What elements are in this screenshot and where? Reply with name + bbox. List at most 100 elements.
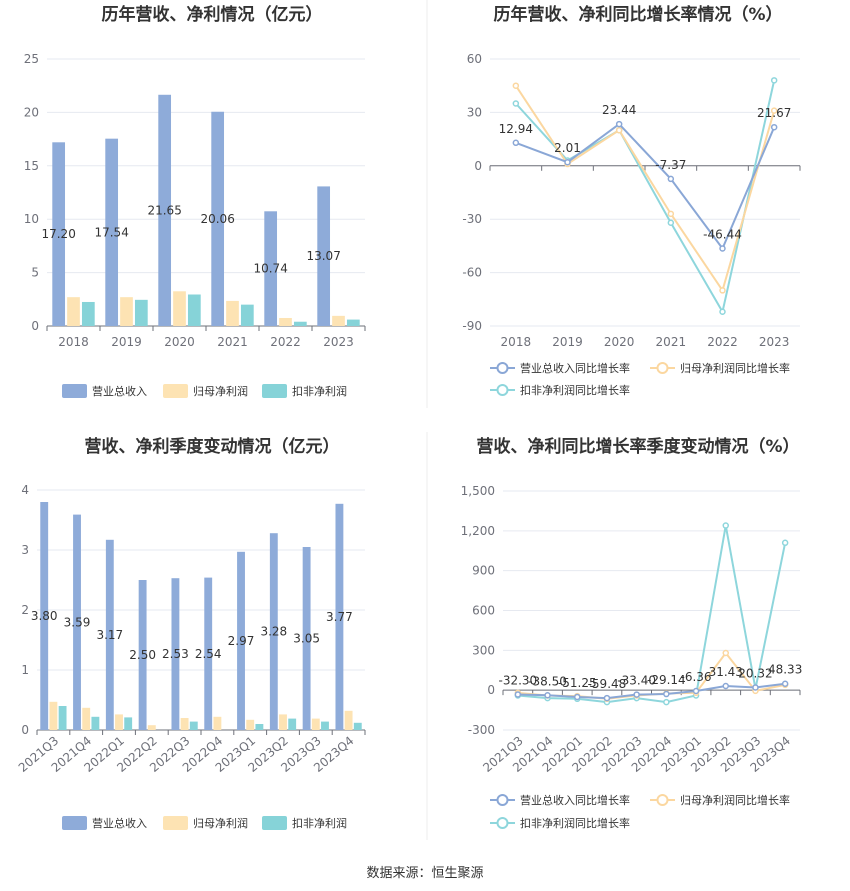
bar-1 (49, 701, 58, 730)
line-data-label: -6.36 (681, 670, 712, 684)
y-tick-label: 4 (21, 483, 29, 497)
data-point-1 (719, 287, 726, 294)
x-tick-label: 2020 (604, 335, 635, 349)
bar-1 (246, 719, 255, 730)
line-data-label: 21.67 (757, 106, 791, 120)
bar-0 (73, 514, 81, 730)
bar-1 (147, 725, 156, 730)
bar-2 (91, 716, 100, 730)
y-tick-label: -90 (462, 319, 482, 333)
series-line-2 (515, 80, 776, 315)
data-point-0 (615, 120, 623, 128)
x-tick-label: 2022 (270, 335, 301, 349)
y-tick-label: -60 (462, 266, 482, 280)
bar-data-label: 3.28 (260, 625, 287, 639)
bar-data-label: 20.06 (200, 212, 234, 226)
y-tick-label: 1 (21, 663, 29, 677)
x-tick-label: 2019 (552, 335, 583, 349)
x-tick-label: 2023 (759, 335, 790, 349)
legend-swatch (62, 816, 87, 830)
bar-0 (237, 551, 245, 730)
legend-label: 营业总收入 (92, 384, 147, 398)
x-tick-label: 2021 (217, 335, 248, 349)
bar-0 (105, 539, 114, 730)
y-tick-label: 0 (487, 683, 495, 697)
series-line-1 (514, 85, 776, 293)
legend-label: 营业总收入同比增长率 (520, 793, 630, 807)
y-tick-label: 0 (474, 159, 482, 173)
line-data-label: 2.01 (554, 141, 581, 155)
y-tick-label: 3 (21, 543, 29, 557)
bar-1 (213, 716, 222, 730)
bar-data-label: 3.05 (293, 632, 320, 646)
y-tick-label: 10 (24, 212, 39, 226)
legend-marker (496, 384, 509, 396)
data-point-0 (574, 693, 581, 701)
bar-data-label: 13.07 (306, 249, 340, 263)
y-tick-label: 1,500 (461, 484, 495, 498)
line-data-label: 48.33 (768, 663, 802, 677)
chart-title: 营收、净利同比增长率季度变动情况（%） (476, 436, 799, 457)
line-data-label: -51.25 (558, 676, 597, 690)
series-line-2 (517, 525, 787, 704)
bar-0 (269, 533, 278, 730)
bar-data-label: 17.54 (94, 225, 128, 239)
data-point-2 (663, 698, 670, 706)
bar-2 (189, 721, 198, 730)
bar-1 (115, 714, 123, 730)
legend-label: 扣非净利润同比增长率 (520, 383, 630, 397)
legend-swatch (262, 384, 287, 398)
x-tick-label: 2018 (58, 335, 89, 349)
bar-0 (264, 211, 278, 326)
data-point-1 (667, 210, 675, 218)
bar-1 (279, 714, 287, 730)
bar-1 (67, 297, 80, 326)
y-tick-label: 20 (24, 105, 39, 119)
bar-0 (40, 502, 49, 730)
line-data-label: 23.44 (602, 103, 636, 117)
data-point-2 (667, 219, 675, 227)
x-tick-label: 2022 (707, 335, 738, 349)
chart-title: 营收、净利季度变动情况（亿元） (85, 436, 340, 457)
data-point-0 (667, 175, 675, 183)
data-point-2 (512, 100, 520, 107)
y-tick-label: 30 (467, 105, 482, 119)
bar-0 (138, 580, 147, 730)
bar-data-label: 3.59 (64, 615, 91, 629)
bar-2 (58, 706, 67, 730)
bar-data-label: 2.50 (129, 648, 156, 662)
legend-swatch (163, 384, 188, 398)
y-tick-label: -300 (468, 723, 495, 737)
legend-label: 扣非净利润同比增长率 (520, 816, 630, 830)
data-point-2 (781, 539, 789, 547)
y-tick-label: 25 (24, 52, 39, 66)
bar-2 (255, 724, 264, 730)
bar-0 (302, 547, 311, 730)
data-point-0 (692, 687, 700, 695)
bar-1 (120, 297, 133, 326)
data-point-0 (544, 692, 551, 699)
chart-title: 历年营收、净利情况（亿元） (102, 4, 323, 25)
y-tick-label: 300 (472, 643, 495, 657)
data-point-0 (603, 694, 611, 702)
line-data-label: -29.14 (647, 673, 686, 687)
x-tick-label: 2023 (323, 335, 354, 349)
bar-2 (288, 718, 297, 730)
y-tick-label: -30 (462, 212, 482, 226)
data-point-0 (663, 690, 670, 698)
series-line-0 (517, 682, 786, 700)
legend-label: 扣非净利润 (292, 384, 347, 398)
bar-2 (346, 319, 360, 326)
bar-1 (344, 710, 353, 730)
chart-panel-2: 营收、净利季度变动情况（亿元）012342021Q32021Q42022Q120… (16, 436, 366, 830)
bar-data-label: 3.80 (31, 609, 58, 623)
data-point-0 (719, 245, 726, 252)
bar-1 (180, 718, 189, 730)
legend-marker (496, 362, 509, 374)
data-point-0 (512, 139, 520, 147)
legend-marker (496, 817, 509, 829)
bar-data-label: 2.97 (228, 634, 255, 648)
data-point-1 (615, 126, 623, 134)
data-point-0 (722, 682, 729, 690)
